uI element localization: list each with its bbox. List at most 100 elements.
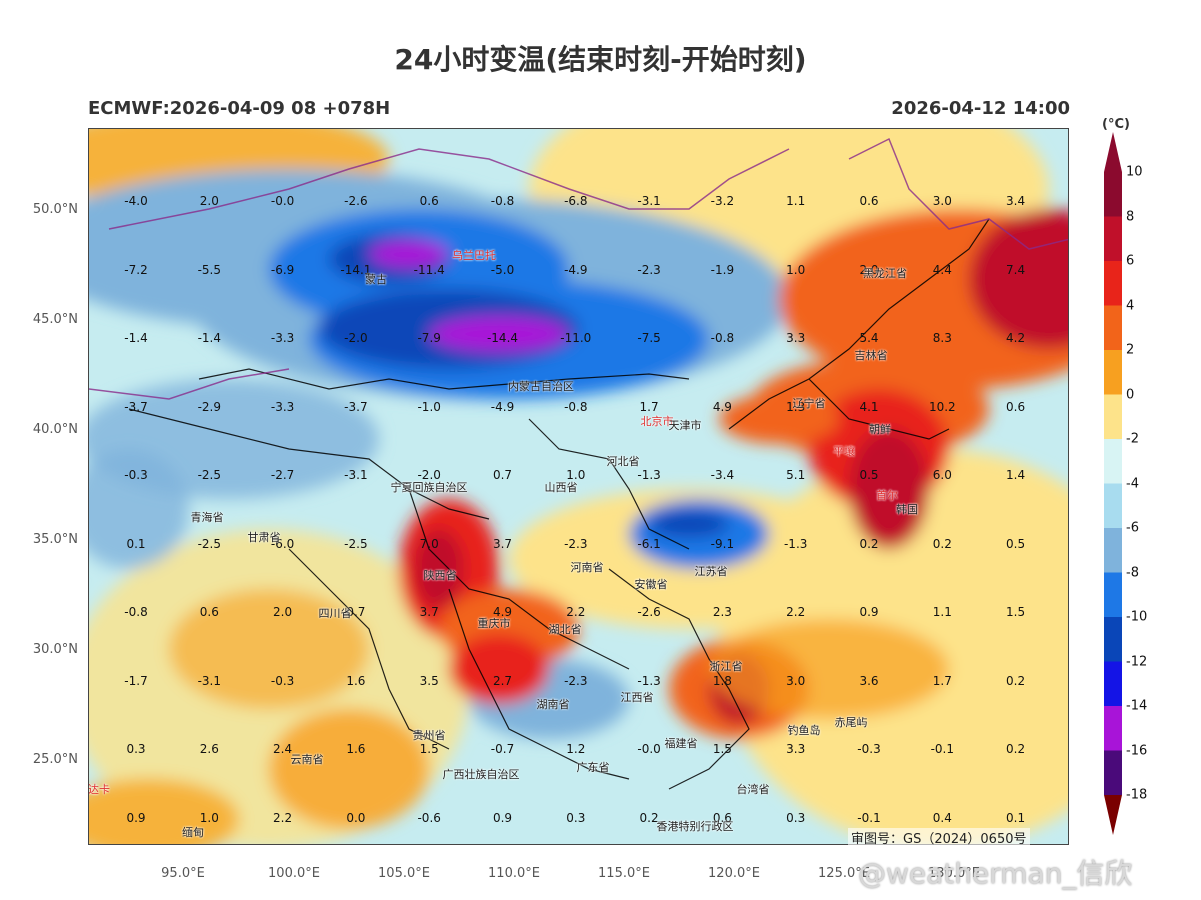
colorbar-tick-label: -4 bbox=[1126, 476, 1139, 491]
grid-value: -4.0 bbox=[124, 194, 148, 208]
colorbar-tick-label: -12 bbox=[1126, 654, 1148, 669]
grid-value: -0.3 bbox=[124, 468, 148, 482]
grid-value: -0.8 bbox=[564, 399, 588, 414]
colorbar-tick-label: 4 bbox=[1126, 298, 1135, 313]
grid-value: 3.0 bbox=[932, 194, 952, 208]
place-guangxi: 广西壮族自治区 bbox=[442, 768, 520, 781]
grid-value: 1.0 bbox=[199, 810, 219, 825]
temperature-change-map: -4.0 2.0 -0.0 -2.6 0.6 -0.8 -6.8 -3.1 -3.2 1.1 0.6… bbox=[88, 128, 1069, 845]
grid-value: -3.1 bbox=[637, 194, 661, 208]
grid-value: -11.4 bbox=[413, 262, 445, 277]
place-dhaka: 达卡 bbox=[88, 783, 110, 796]
lon-label-110: 110.0°E bbox=[488, 866, 540, 881]
lon-label-95: 95.0°E bbox=[161, 866, 205, 881]
colorbar-segment bbox=[1104, 394, 1122, 439]
colorbar-top-extend bbox=[1104, 132, 1122, 172]
grid-value: 0.6 bbox=[199, 605, 219, 619]
grid-value: 3.7 bbox=[492, 536, 513, 551]
place-hubei: 湖北省 bbox=[548, 623, 582, 636]
grid-value: 3.5 bbox=[419, 673, 439, 688]
grid-value: 1.2 bbox=[566, 742, 586, 756]
grid-value: 3.3 bbox=[786, 742, 806, 756]
grid-value: 1.0 bbox=[786, 262, 806, 277]
grid-value: -3.1 bbox=[344, 468, 368, 482]
place-myanmar: 缅甸 bbox=[182, 826, 204, 839]
grid-value: -1.4 bbox=[197, 331, 222, 345]
colorbar bbox=[1104, 132, 1122, 835]
grid-value: 1.5 bbox=[712, 742, 732, 756]
grid-value: -1.9 bbox=[710, 262, 735, 277]
grid-value: -3.3 bbox=[270, 399, 295, 414]
colorbar-tick-label: 10 bbox=[1126, 164, 1143, 180]
colorbar-segment bbox=[1104, 706, 1122, 751]
grid-value: -0.3 bbox=[270, 673, 295, 688]
map-shading bbox=[89, 129, 1068, 844]
grid-value: 3.3 bbox=[786, 331, 806, 345]
grid-value: 4.9 bbox=[492, 605, 513, 619]
grid-value: 3.0 bbox=[786, 673, 806, 688]
place-yunnan: 云南省 bbox=[290, 753, 324, 766]
grid-value: -0.6 bbox=[417, 810, 441, 825]
lon-label-125: 125.0°E bbox=[818, 866, 870, 881]
colorbar-tick-label: -18 bbox=[1126, 787, 1148, 803]
grid-value: 3.6 bbox=[859, 673, 879, 688]
national-borders bbox=[89, 137, 1068, 400]
lat-label-30: 30.0°N bbox=[32, 642, 78, 657]
grid-value: 0.4 bbox=[932, 810, 952, 825]
place-liaoning: 辽宁省 bbox=[792, 397, 826, 410]
grid-value: 1.7 bbox=[639, 399, 659, 414]
place-inner-mongolia: 内蒙古自治区 bbox=[508, 380, 574, 393]
place-north-korea: 朝鲜 bbox=[869, 423, 891, 436]
grid-value: 4.4 bbox=[932, 262, 952, 277]
grid-value: 1.1 bbox=[932, 605, 952, 619]
place-south-korea: 韩国 bbox=[896, 503, 918, 516]
place-ulaanbaatar: 乌兰巴托 bbox=[452, 249, 496, 262]
colorbar-segment bbox=[1104, 261, 1122, 306]
grid-value: 6.0 bbox=[932, 468, 952, 482]
watermark: @weatherman_信欣 bbox=[858, 857, 1133, 890]
grid-value: 5.1 bbox=[786, 468, 806, 482]
grid-value: -2.0 bbox=[344, 331, 368, 345]
grid-value: 0.2 bbox=[859, 536, 879, 551]
grid-value: -14.4 bbox=[486, 331, 519, 345]
grid-value: 0.5 bbox=[859, 468, 879, 482]
grid-value: 2.2 bbox=[273, 810, 293, 825]
colorbar-segment bbox=[1104, 305, 1122, 350]
grid-value: 1.8 bbox=[712, 673, 732, 688]
grid-value: -7.9 bbox=[417, 331, 441, 345]
grid-value: 2.2 bbox=[786, 605, 806, 619]
grid-value: -3.2 bbox=[710, 194, 735, 208]
lon-label-100: 100.0°E bbox=[268, 866, 320, 881]
grid-value: 4.2 bbox=[1006, 331, 1026, 345]
grid-value: -0.8 bbox=[124, 605, 148, 619]
grid-value: -7.5 bbox=[637, 331, 661, 345]
grid-value: -1.3 bbox=[783, 536, 808, 551]
grid-value: 0.1 bbox=[1006, 810, 1026, 825]
place-heilongjiang: 黑龙江省 bbox=[863, 267, 907, 280]
colorbar-segment bbox=[1104, 661, 1122, 706]
place-gansu: 甘肃省 bbox=[247, 531, 281, 544]
grid-value: -0.8 bbox=[490, 194, 515, 208]
colorbar-tick-label: -16 bbox=[1126, 743, 1148, 758]
lat-label-25: 25.0°N bbox=[32, 752, 78, 767]
grid-value: -0.3 bbox=[857, 742, 881, 756]
place-fujian: 福建省 bbox=[664, 737, 698, 750]
grid-value: 0.3 bbox=[786, 810, 806, 825]
grid-value: -6.9 bbox=[270, 262, 295, 277]
grid-value: -2.3 bbox=[637, 262, 661, 277]
lat-label-35: 35.0°N bbox=[32, 532, 78, 547]
grid-value: 2.0 bbox=[273, 605, 293, 619]
place-mongolia: 蒙古 bbox=[365, 273, 387, 286]
grid-value: 0.9 bbox=[126, 810, 146, 825]
place-beijing: 北京市 bbox=[640, 415, 674, 428]
grid-value: 2.6 bbox=[199, 742, 219, 756]
grid-value: 4.1 bbox=[859, 399, 879, 414]
grid-value: 0.6 bbox=[859, 194, 879, 208]
colorbar-tick-label: -2 bbox=[1126, 431, 1139, 447]
lat-label-40: 40.0°N bbox=[32, 422, 78, 437]
place-hebei: 河北省 bbox=[606, 455, 640, 468]
grid-value: 0.3 bbox=[566, 810, 586, 825]
grid-value: 0.2 bbox=[639, 810, 659, 825]
grid-value: -0.7 bbox=[490, 742, 515, 756]
map-review-number: 审图号：GS（2024）0650号 bbox=[848, 828, 1030, 847]
